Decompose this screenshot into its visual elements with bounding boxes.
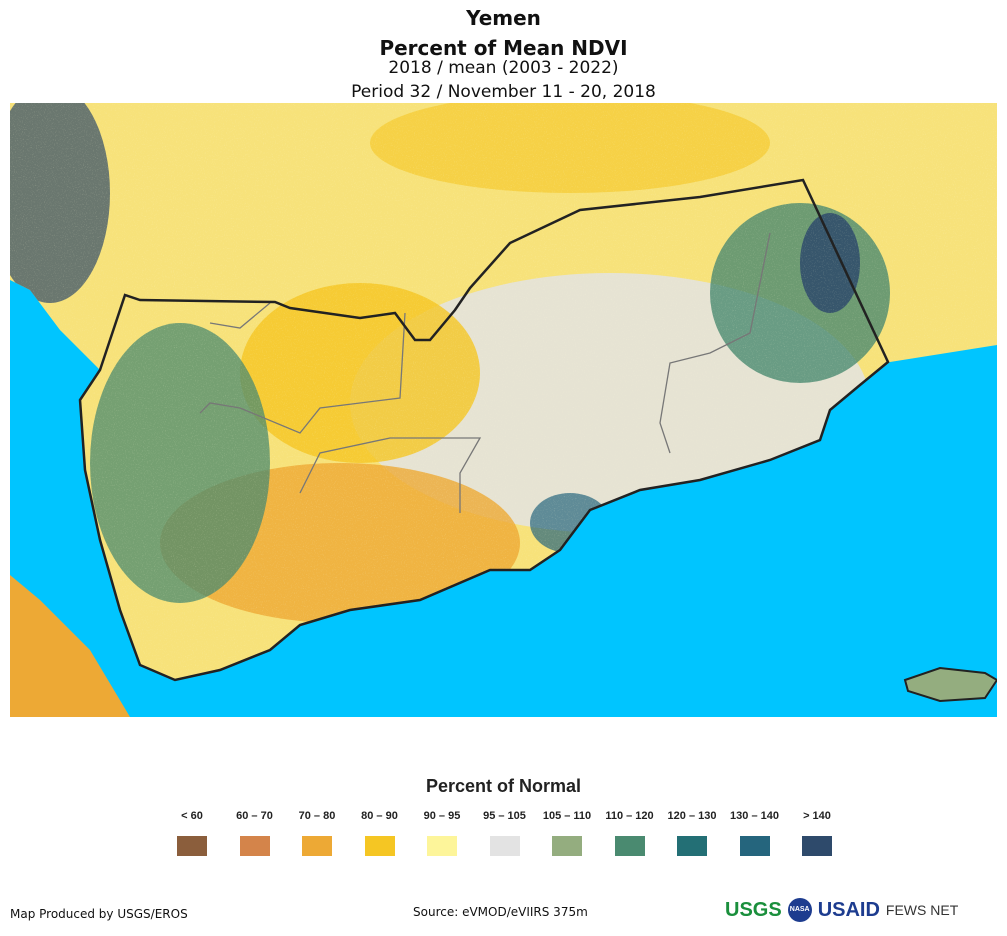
legend-label: 120 – 130 xyxy=(667,810,717,822)
legend-label: 130 – 140 xyxy=(730,810,779,822)
legend-item: 90 – 95 xyxy=(407,810,477,856)
legend-item: 70 – 80 xyxy=(282,810,352,856)
legend-swatch xyxy=(614,836,645,856)
legend-label: 90 – 95 xyxy=(423,810,461,822)
source-text: Source: eVMOD/eVIIRS 375m xyxy=(413,905,588,919)
legend-item: 60 – 70 xyxy=(220,810,290,856)
africa-coast xyxy=(10,575,130,717)
admin-boundaries xyxy=(199,232,771,513)
legend-swatch xyxy=(302,836,332,856)
legend-item: < 60 xyxy=(157,810,227,856)
socotra-island xyxy=(903,666,997,703)
legend-swatch xyxy=(552,836,582,856)
legend-swatch xyxy=(239,836,270,856)
ndvi-map xyxy=(10,103,997,717)
credit-text: Map Produced by USGS/EROS xyxy=(10,907,188,921)
legend-item: 80 – 90 xyxy=(345,810,415,856)
legend-label: 95 – 105 xyxy=(483,810,526,822)
legend-item: 95 – 105 xyxy=(470,810,540,856)
legend-swatch xyxy=(489,836,520,856)
legend-item: > 140 xyxy=(782,810,852,856)
legend-label: 60 – 70 xyxy=(236,810,273,822)
legend-item: 110 – 120 xyxy=(595,810,665,856)
legend-item: 130 – 140 xyxy=(720,810,790,856)
usaid-logo: USAID xyxy=(817,898,880,921)
legend-swatch xyxy=(177,836,207,856)
legend-label: 70 – 80 xyxy=(298,810,336,822)
period-label: Period 32 / November 11 - 20, 2018 xyxy=(351,82,656,102)
legend-label: > 140 xyxy=(803,810,831,822)
legend-label: 105 – 110 xyxy=(542,810,592,822)
comparison-label: 2018 / mean (2003 - 2022) xyxy=(388,58,619,78)
legend-swatch xyxy=(739,836,770,856)
legend-swatch xyxy=(802,836,832,856)
yemen-border xyxy=(78,178,890,682)
nasa-logo: NASA xyxy=(787,898,812,922)
legend-label: 110 – 120 xyxy=(605,810,654,822)
map-title: Yemen xyxy=(466,6,541,30)
legend-label: < 60 xyxy=(181,810,203,822)
legend-swatch xyxy=(364,836,395,856)
usgs-logo: USGS xyxy=(725,898,782,921)
legend-item: 105 – 110 xyxy=(532,810,602,856)
legend-label: 80 – 90 xyxy=(361,810,398,822)
legend-swatch xyxy=(677,836,707,856)
legend-item: 120 – 130 xyxy=(657,810,727,856)
legend-title: Percent of Normal xyxy=(425,776,582,796)
map-subtitle: Percent of Mean NDVI xyxy=(379,36,628,60)
partner-logos: USGS NASA USAID FEWS NET xyxy=(725,898,958,922)
fewsnet-logo: FEWS NET xyxy=(885,902,959,918)
legend-swatch xyxy=(427,836,457,856)
